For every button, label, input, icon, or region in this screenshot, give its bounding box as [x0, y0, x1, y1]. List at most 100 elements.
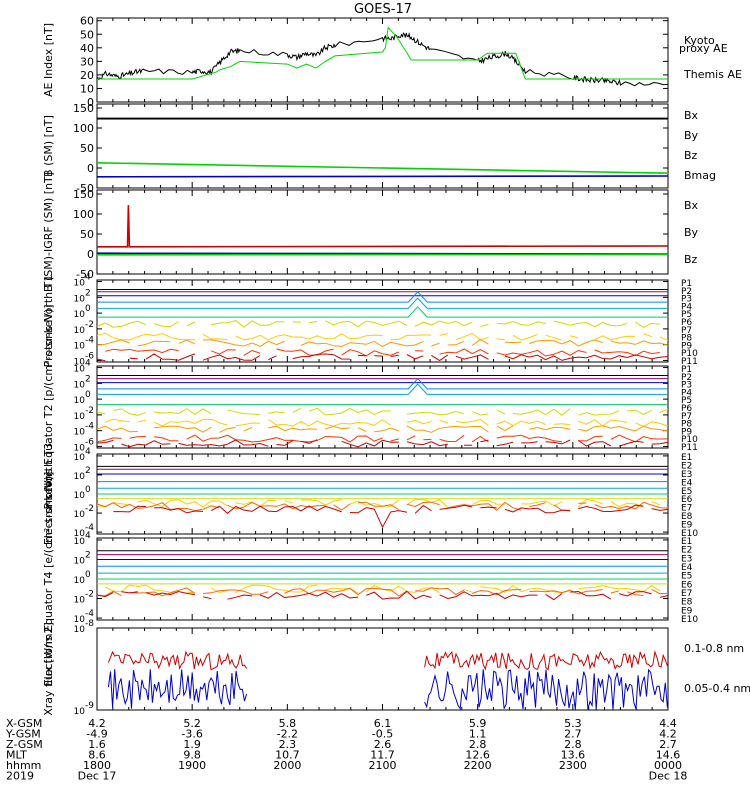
series-line-themis-ae	[96, 31, 669, 87]
legend-e4: E4	[681, 478, 693, 488]
legend-p3: P3	[681, 381, 692, 391]
y-tick-label: 10	[74, 510, 86, 520]
y-tick-exponent: -6	[85, 437, 94, 447]
legend-e10: E10	[681, 615, 698, 625]
legend-e6: E6	[681, 495, 693, 505]
y-tick-label: 30	[80, 55, 94, 68]
y-tick-label: -50	[76, 268, 94, 281]
channel-line-p5	[97, 383, 668, 395]
y-tick-label: -50	[76, 182, 94, 195]
y-tick-label: 10	[74, 615, 86, 625]
legend-e8: E8	[681, 512, 693, 522]
y-tick-exponent: 2	[85, 288, 91, 298]
legend-e2: E2	[681, 461, 692, 471]
ephem-value: 1900	[178, 759, 206, 772]
legend-e4: E4	[681, 563, 693, 573]
y-tick-label: 50	[80, 142, 94, 155]
legend-kyoto-line2: proxy AE	[679, 42, 728, 55]
y-tick-exponent: -4	[85, 523, 94, 533]
legend-p7: P7	[681, 412, 692, 422]
y-tick-label: 10	[74, 380, 86, 390]
ephem-value: 2.6	[374, 738, 392, 751]
y-tick-label: 10	[74, 365, 86, 375]
y-tick-label: 10	[74, 412, 86, 422]
y-tick-label: 10	[74, 556, 86, 566]
channel-line-e10	[96, 590, 669, 601]
ephem-value: -0.5	[372, 728, 393, 741]
y-tick-exponent: 0	[85, 304, 91, 314]
legend-e9: E9	[681, 521, 693, 531]
legend-p5: P5	[681, 396, 692, 406]
channel-line-e9	[96, 501, 669, 512]
y-tick-label: 20	[80, 69, 94, 82]
y-tick-exponent: 4	[85, 447, 91, 457]
legend-p3: P3	[681, 295, 692, 305]
y-tick-label: 10	[74, 537, 86, 547]
y-tick-exponent: 2	[85, 550, 91, 560]
legend-e1: E1	[681, 453, 692, 463]
y-tick-label: 10	[74, 443, 86, 453]
legend-kyoto-line1: Kyoto	[684, 34, 715, 47]
legend-bsm-bx: Bx	[684, 109, 699, 122]
legend-e5: E5	[681, 572, 692, 582]
y-tick-exponent: -9	[85, 701, 94, 711]
ephem-value: 1.6	[88, 738, 106, 751]
legend-e3: E3	[681, 554, 692, 564]
ephem-value: 2300	[559, 759, 587, 772]
series-line-bz	[97, 205, 669, 248]
legend-p1: P1	[681, 365, 692, 375]
y-tick-label: 10	[80, 82, 94, 95]
legend-themis: Themis AE	[683, 68, 742, 81]
y-tick-label: 10	[74, 472, 86, 482]
ephem-value: Dec 17	[78, 770, 117, 783]
legend-e2: E2	[681, 546, 692, 556]
panel-frame-xray	[96, 627, 669, 711]
y-tick-label: 10	[74, 596, 86, 606]
y-tick-label: 100	[73, 122, 94, 135]
y-tick-exponent: -6	[85, 351, 94, 361]
channel-line-p4	[97, 377, 668, 390]
ephem-value: -3.6	[181, 728, 202, 741]
legend-p9: P9	[681, 427, 692, 437]
chart-title: GOES-17	[354, 2, 412, 17]
y-axis-label-e_t3: Electrons North T3	[42, 443, 55, 545]
y-tick-label: 0	[87, 248, 94, 261]
y-tick-label: 10	[74, 279, 86, 289]
legend-p9: P9	[681, 341, 692, 351]
y-axis-label-p_t2: Protons Equator T2 [p/(cm²-s-sr-keV)]	[42, 304, 55, 509]
ephem-value: 1800	[83, 759, 111, 772]
ephem-value: 5.2	[183, 717, 201, 730]
legend-igrf-bx: Bx	[684, 199, 699, 212]
channel-line-e10	[113, 504, 669, 529]
y-tick-label: 0	[87, 162, 94, 175]
y-tick-exponent: -4	[85, 422, 94, 432]
y-tick-exponent: 4	[85, 531, 91, 541]
legend-bsm-bmag: Bmag	[684, 169, 716, 182]
legend-igrf-by: By	[684, 226, 699, 239]
channel-line-e9	[96, 587, 669, 597]
channel-line-p10	[105, 349, 668, 356]
y-tick-exponent: -2	[85, 320, 94, 330]
ephem-value: 2.7	[564, 728, 582, 741]
ephem-value: 13.6	[561, 749, 586, 762]
legend-p2: P2	[681, 287, 692, 297]
legend-bsm-bz: Bz	[684, 149, 698, 162]
ephem-value: 11.7	[370, 749, 395, 762]
legend-xray-long: 0.1-0.8 nm	[684, 642, 744, 655]
y-tick-exponent: -4	[85, 336, 94, 346]
ephem-row-label-3: MLT	[6, 749, 27, 762]
y-tick-label: 60	[80, 15, 94, 28]
ephem-value: 2200	[464, 759, 492, 772]
ephem-value: 4.2	[659, 728, 677, 741]
y-tick-exponent: 4	[85, 359, 91, 369]
y-tick-label: 50	[80, 28, 94, 41]
y-axis-label-xray: Xray flux [W/m2]	[42, 622, 55, 716]
ephem-value: 2.7	[659, 738, 677, 751]
channel-line-p10	[96, 434, 669, 443]
legend-p6: P6	[681, 404, 692, 414]
ephem-value: -2.2	[277, 728, 298, 741]
panel-frame-igrf	[96, 189, 669, 275]
y-tick-label: 10	[74, 428, 86, 438]
ephem-value: 2100	[369, 759, 397, 772]
